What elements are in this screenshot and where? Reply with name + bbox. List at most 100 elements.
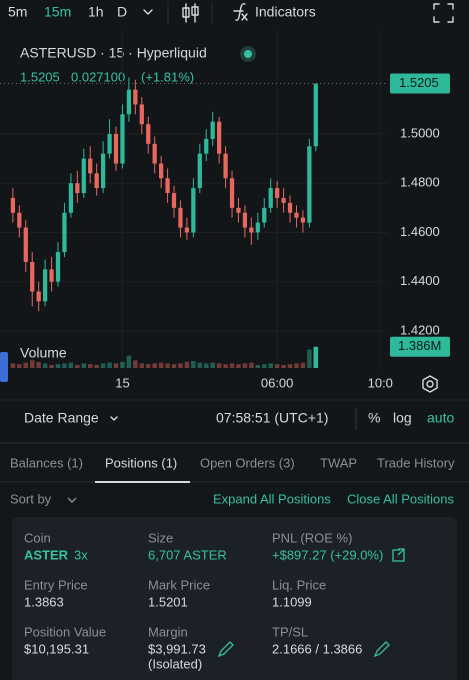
symbol-title: ASTERUSD · 15 · Hyperliquid (20, 45, 207, 61)
position-card (12, 517, 457, 680)
share-icon[interactable] (392, 548, 405, 562)
tab[interactable]: Balances (1) (10, 455, 83, 470)
candle-body (204, 138, 209, 154)
side-tab[interactable] (0, 352, 8, 382)
candle-body (36, 291, 41, 302)
candle-body (49, 269, 54, 282)
mark-price: 1.5201 (148, 594, 188, 609)
volume-label-box (390, 336, 450, 357)
volume-bar (184, 361, 190, 368)
tab[interactable]: Trade History (377, 455, 455, 470)
candle-body (313, 83, 318, 147)
candle-body (68, 183, 74, 213)
volume-title: Volume (20, 345, 67, 361)
volume-bar (49, 364, 54, 368)
field-label: Mark Price (148, 577, 210, 592)
log-toggle[interactable]: log (393, 410, 412, 426)
candle-body (159, 163, 164, 179)
volume-bar (55, 364, 61, 368)
volume-bar (107, 362, 112, 368)
candle-body (223, 153, 228, 179)
volume-bar (152, 363, 157, 368)
liq-price: 1.1099 (272, 594, 312, 609)
candle-body (242, 212, 248, 228)
volume-bar (229, 363, 235, 368)
interval-active[interactable]: 15m (44, 4, 71, 20)
volume-bar (287, 364, 293, 368)
status-dot (244, 50, 252, 58)
volume-bar (191, 361, 196, 368)
volume-bar (133, 360, 138, 368)
x-tick-label: 06:00 (261, 375, 294, 390)
volume-bar (171, 364, 177, 368)
tpsl: 2.1666 / 1.3866 (272, 641, 362, 656)
interval[interactable]: 1h (88, 4, 104, 20)
y-tick-label: 1.4600 (400, 224, 440, 239)
field-label: TP/SL (272, 624, 308, 639)
last-price-box (390, 73, 450, 94)
edit-margin[interactable] (217, 641, 234, 658)
candle-body (113, 133, 119, 164)
volume-bar (100, 363, 106, 368)
volume-bar (29, 360, 35, 368)
candle-body (171, 193, 177, 208)
last-price: 1.5205 (20, 69, 60, 84)
close-all[interactable]: Close All Positions (347, 491, 454, 506)
indicators-icon[interactable] (233, 3, 248, 21)
volume-bar (42, 363, 48, 368)
candle-body (262, 207, 267, 223)
volume-bar (242, 363, 248, 368)
candle-body (75, 183, 80, 194)
volume-bar (158, 362, 164, 368)
settings-icon[interactable] (422, 375, 438, 393)
x-tick-label: 15 (115, 375, 129, 390)
candle-body (126, 89, 132, 115)
volume-bar (268, 363, 273, 368)
tab[interactable]: Open Orders (3) (200, 455, 295, 470)
sort-by[interactable]: Sort by (10, 491, 52, 506)
candle-body (62, 212, 67, 253)
entry-price: 1.3863 (24, 594, 64, 609)
volume-bar (165, 363, 170, 368)
last-price-label: 1.5205 (399, 75, 439, 90)
plot: 1.4200 1.4400 1.4600 1.4800 1.5000 15 06:00 10:… (0, 30, 450, 390)
candle-body (94, 173, 99, 189)
chart-type-icon[interactable] (182, 3, 199, 23)
candle-body (30, 261, 35, 292)
candle-body (249, 227, 254, 233)
candle-body (217, 121, 222, 154)
y-tick-label: 1.5000 (400, 125, 440, 140)
volume-bar (10, 363, 16, 368)
interval-menu[interactable] (143, 9, 153, 15)
tab[interactable]: TWAP (320, 455, 357, 470)
interval[interactable]: 5m (8, 4, 27, 20)
expand-all[interactable]: Expand All Positions (213, 491, 331, 506)
date-range-menu[interactable] (110, 416, 118, 421)
fullscreen-icon[interactable] (433, 3, 454, 23)
field-label: Margin (148, 624, 188, 639)
date-range[interactable]: Date Range (24, 410, 99, 426)
edit-tpsl[interactable] (373, 641, 390, 658)
candle-body (146, 124, 151, 144)
candle-body (17, 212, 22, 228)
tab-active[interactable]: Positions (1) (105, 455, 177, 470)
field-label: PNL (ROE %) (272, 530, 352, 545)
volume-bar (294, 363, 299, 368)
candle-body (191, 188, 196, 233)
auto-toggle[interactable]: auto (427, 410, 454, 426)
volume-bar (139, 363, 145, 368)
volume-bar (210, 362, 215, 368)
volume-bar (274, 364, 280, 368)
percent-toggle[interactable]: % (368, 410, 380, 426)
indicators-button[interactable]: Indicators (255, 4, 316, 20)
candle-body (10, 197, 16, 213)
candle-body (133, 89, 138, 105)
sort-menu[interactable] (67, 497, 77, 503)
x-tick-label: 10:0 (368, 375, 393, 390)
volume-bar (94, 364, 99, 368)
volume-bar (23, 362, 29, 368)
candle-body (268, 188, 273, 208)
interval[interactable]: D (117, 4, 127, 20)
volume-bar (249, 362, 254, 368)
